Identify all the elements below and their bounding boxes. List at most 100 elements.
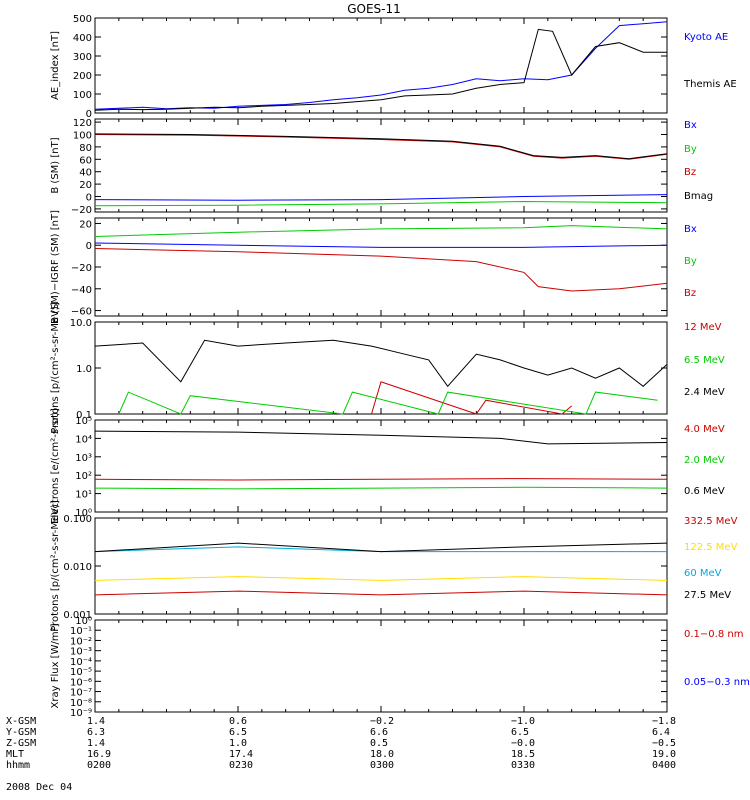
y-tick-label: 80 bbox=[79, 143, 92, 154]
eph-label-zgsm: Z-GSM bbox=[6, 738, 37, 749]
y-tick-label: 10⁻² bbox=[70, 636, 92, 647]
y-tick-label: 0 bbox=[86, 241, 92, 252]
y-tick-label: 10³ bbox=[75, 453, 92, 464]
y-tick-label: 40 bbox=[79, 168, 92, 179]
y-tick-label: 0 bbox=[86, 193, 92, 204]
legend-entry: 6.5 MeV bbox=[684, 355, 725, 366]
panel-frame bbox=[94, 619, 668, 713]
y-axis-label: AE_index [nT] bbox=[50, 31, 61, 100]
series-line bbox=[94, 200, 668, 207]
eph-value: −1.0 bbox=[511, 716, 536, 727]
legend-entry: 4.0 MeV bbox=[684, 424, 725, 435]
y-tick-label: 300 bbox=[73, 52, 92, 63]
legend-entry: 27.5 MeV bbox=[684, 590, 731, 601]
series-line bbox=[94, 430, 668, 445]
series-line bbox=[94, 225, 668, 237]
eph-col-0230: 0.6 6.5 1.0 17.4 0230 bbox=[229, 716, 253, 771]
eph-label-hhmm: hhmm bbox=[6, 760, 31, 771]
eph-value: 0.6 bbox=[229, 716, 248, 727]
series-line bbox=[94, 590, 668, 596]
eph-value: 18.0 bbox=[370, 749, 395, 760]
eph-value: 0330 bbox=[511, 760, 536, 771]
y-axis-label: B (SM) [nT] bbox=[50, 137, 61, 193]
eph-date: 2008 Dec 04 bbox=[6, 782, 73, 793]
panel-frame bbox=[94, 321, 668, 415]
series-line bbox=[94, 134, 668, 160]
y-tick-label: −20 bbox=[71, 263, 92, 274]
y-tick-label: 0.001 bbox=[63, 610, 92, 621]
eph-value: 1.0 bbox=[229, 738, 248, 749]
legend-entry: Kyoto AE bbox=[684, 32, 728, 43]
eph-value: 0.5 bbox=[370, 738, 389, 749]
panel-frame bbox=[94, 118, 668, 213]
y-tick-label: 10.0 bbox=[70, 318, 92, 329]
eph-value: 6.5 bbox=[511, 727, 530, 738]
series-line bbox=[94, 339, 668, 388]
y-axis-label: Xray Flux [W/m²] bbox=[50, 623, 61, 708]
y-tick-label: 500 bbox=[73, 14, 92, 25]
eph-value: 6.4 bbox=[652, 727, 671, 738]
eph-value: 0200 bbox=[87, 760, 112, 771]
y-tick-label: 1.0 bbox=[76, 364, 92, 375]
eph-value: 16.9 bbox=[87, 749, 112, 760]
eph-value: 17.4 bbox=[229, 749, 254, 760]
y-axis-label: Protons [p/(cm²-s-sr-MeV)] bbox=[50, 500, 61, 632]
legend-entry: By bbox=[684, 144, 697, 155]
ephemeris-table: X-GSM Y-GSM Z-GSM MLT hhmm 1.4 6.3 1.4 1… bbox=[0, 716, 750, 800]
legend-entry: 2.0 MeV bbox=[684, 455, 725, 466]
panel-frame bbox=[94, 517, 668, 615]
eph-value: 6.6 bbox=[370, 727, 389, 738]
eph-label-mlt: MLT bbox=[6, 749, 25, 760]
y-tick-label: 10² bbox=[75, 471, 92, 482]
y-tick-label: 400 bbox=[73, 33, 92, 44]
panel-3: 10.0 1.0 0.1 Protons [p/(cm²-s-sr-MeV)] 12 M… bbox=[50, 302, 725, 434]
series-line bbox=[94, 486, 668, 490]
y-tick-label: 10⁻⁴ bbox=[70, 657, 92, 668]
y-tick-label: 10⁻⁷ bbox=[70, 688, 92, 699]
y-tick-label: 10⁴ bbox=[75, 434, 92, 445]
y-tick-label: 10⁰ bbox=[75, 508, 92, 519]
panel-frame bbox=[94, 17, 668, 114]
legend-entry: 12 MeV bbox=[684, 322, 722, 333]
y-tick-label: 200 bbox=[73, 71, 92, 82]
eph-value: 18.5 bbox=[511, 749, 536, 760]
legend-entry: 60 MeV bbox=[684, 568, 722, 579]
y-tick-label: 20 bbox=[79, 219, 92, 230]
y-tick-label: 60 bbox=[79, 155, 92, 166]
panel-frame bbox=[94, 419, 668, 513]
legend-entry: Bx bbox=[684, 120, 697, 131]
series-line bbox=[94, 248, 668, 292]
y-tick-label: 10⁻⁵ bbox=[70, 667, 92, 678]
eph-value: −0.5 bbox=[652, 738, 677, 749]
legend-entry: By bbox=[684, 256, 697, 267]
eph-value: 0300 bbox=[370, 760, 395, 771]
eph-col-0200: 1.4 6.3 1.4 16.9 0200 bbox=[87, 716, 111, 771]
panel-4: 10⁵ 10⁴ 10³ 10² 10¹ 10⁰ Electrons [e/(cm²-s-sr… bbox=[50, 408, 725, 524]
y-axis-label: B (SM)−IGRF (SM) [nT] bbox=[50, 210, 61, 324]
y-tick-label: 20 bbox=[79, 180, 92, 191]
y-tick-label: 0.010 bbox=[63, 562, 92, 573]
legend-entry: 0.05−0.3 nm bbox=[684, 677, 750, 688]
eph-value: 6.3 bbox=[87, 727, 106, 738]
legend-entry: Bmag bbox=[684, 191, 713, 202]
y-tick-label: −60 bbox=[71, 307, 92, 318]
eph-value: 0230 bbox=[229, 760, 254, 771]
series-line bbox=[371, 381, 573, 415]
eph-value: −1.8 bbox=[652, 716, 677, 727]
y-tick-label: 0 bbox=[86, 109, 92, 120]
series-line bbox=[94, 28, 667, 111]
legend-entry: 2.4 MeV bbox=[684, 387, 725, 398]
legend-entry: 122.5 MeV bbox=[684, 542, 738, 553]
y-tick-label: 10⁵ bbox=[75, 416, 92, 427]
y-tick-label: 100 bbox=[73, 90, 92, 101]
series-line bbox=[94, 21, 668, 110]
y-tick-label: 10⁻⁸ bbox=[70, 698, 92, 709]
y-axis-label: Electrons [e/(cm²-s-sr)] bbox=[50, 408, 61, 524]
eph-label-xgsm: X-GSM bbox=[6, 716, 37, 727]
y-tick-label: 100 bbox=[73, 131, 92, 142]
series-line bbox=[94, 194, 668, 201]
series-line bbox=[94, 133, 668, 160]
eph-value: 1.4 bbox=[87, 716, 106, 727]
